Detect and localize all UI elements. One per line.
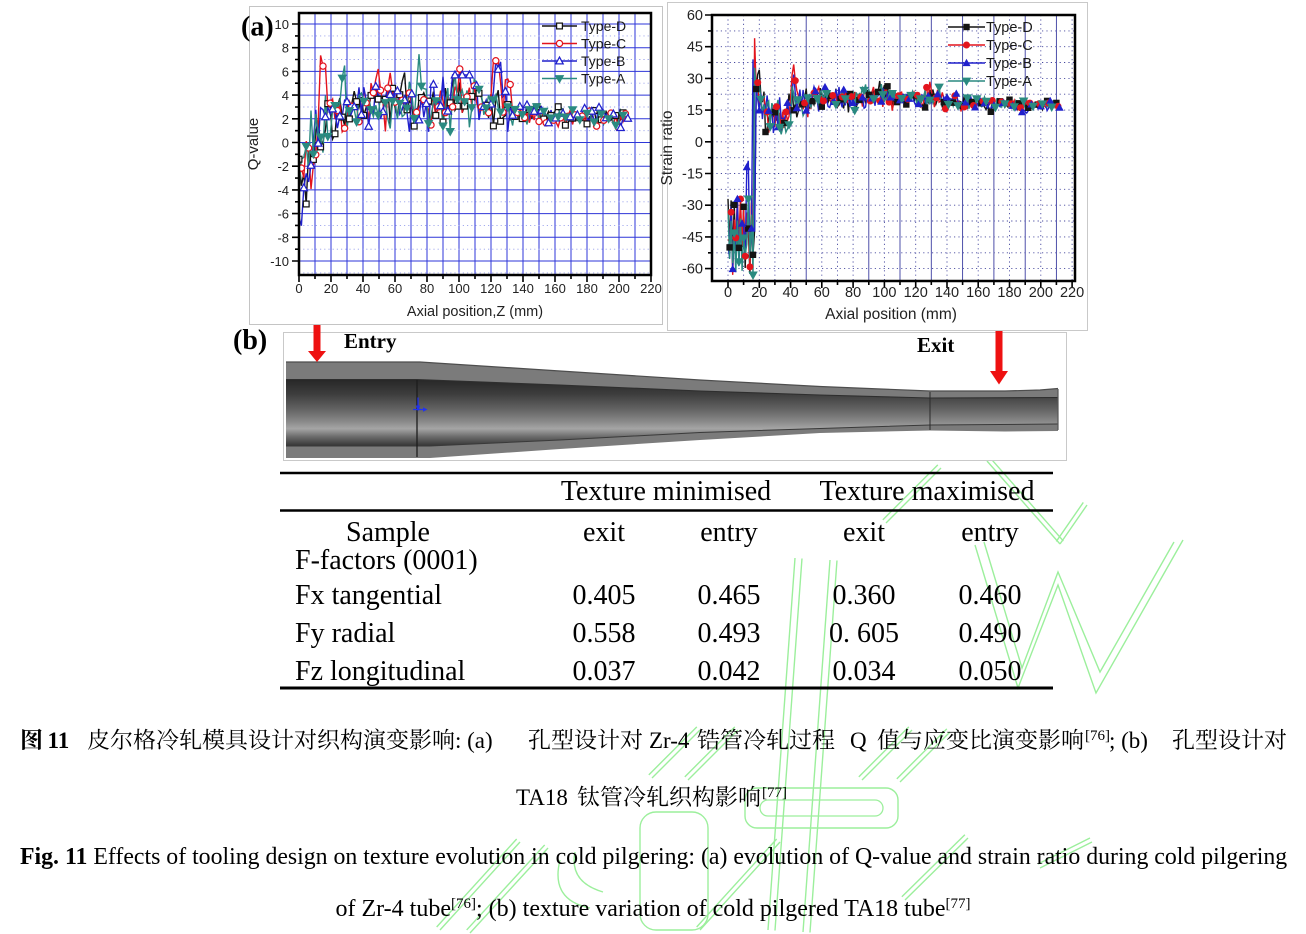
- svg-text:-8: -8: [277, 230, 289, 245]
- svg-text:[77]: [77]: [946, 896, 971, 912]
- svg-text:-60: -60: [682, 262, 703, 278]
- svg-text:Type-A: Type-A: [986, 74, 1032, 90]
- svg-text:; (b) texture variation of col: ; (b) texture variation of cold pilgered…: [476, 896, 946, 922]
- svg-text:120: 120: [904, 285, 928, 301]
- svg-text:0.490: 0.490: [959, 618, 1022, 649]
- svg-text:TA18: TA18: [516, 785, 568, 810]
- svg-text:Type-B: Type-B: [986, 56, 1032, 72]
- svg-text:Type-C: Type-C: [581, 36, 626, 52]
- svg-text:Entry: Entry: [344, 329, 397, 353]
- svg-text:0: 0: [695, 135, 703, 151]
- svg-text:180: 180: [997, 285, 1021, 301]
- svg-text:100: 100: [448, 281, 470, 296]
- svg-text:[77]: [77]: [762, 785, 787, 801]
- svg-text:0.042: 0.042: [698, 656, 761, 687]
- svg-text:0.360: 0.360: [833, 580, 896, 611]
- svg-text:Type-D: Type-D: [581, 18, 626, 34]
- svg-text:exit: exit: [583, 517, 625, 548]
- svg-text:Sample: Sample: [346, 517, 430, 548]
- svg-text:11: 11: [48, 728, 70, 753]
- svg-text:120: 120: [480, 281, 502, 296]
- svg-text:0.465: 0.465: [698, 580, 761, 611]
- svg-text:exit: exit: [843, 517, 885, 548]
- svg-text:Axial position,Z (mm): Axial position,Z (mm): [407, 304, 543, 320]
- svg-text:-15: -15: [682, 167, 703, 183]
- svg-text:entry: entry: [961, 517, 1019, 548]
- svg-text:Type-D: Type-D: [986, 20, 1033, 36]
- svg-text:entry: entry: [700, 517, 758, 548]
- svg-text:6: 6: [282, 64, 289, 79]
- svg-text:-4: -4: [277, 183, 289, 198]
- svg-text:Axial position (mm): Axial position (mm): [825, 306, 957, 323]
- svg-text:-30: -30: [682, 198, 703, 214]
- svg-text:200: 200: [1029, 285, 1053, 301]
- svg-text:80: 80: [845, 285, 861, 301]
- svg-text:200: 200: [608, 281, 630, 296]
- svg-text:0.034: 0.034: [833, 656, 896, 687]
- svg-text:0.493: 0.493: [698, 618, 761, 649]
- svg-text:8: 8: [282, 41, 289, 56]
- svg-text:[76]: [76]: [451, 896, 476, 912]
- svg-text:Texture maximised: Texture maximised: [820, 476, 1035, 507]
- svg-text:Q: Q: [850, 728, 867, 753]
- svg-text:100: 100: [872, 285, 896, 301]
- svg-text:0: 0: [724, 285, 732, 301]
- svg-text:40: 40: [783, 285, 799, 301]
- svg-text:80: 80: [420, 281, 434, 296]
- svg-text:15: 15: [687, 103, 703, 119]
- svg-text:Fy radial: Fy radial: [295, 618, 396, 649]
- svg-text:; (b): ; (b): [1109, 728, 1148, 753]
- svg-text:Q-value: Q-value: [245, 118, 262, 171]
- svg-text:40: 40: [356, 281, 370, 296]
- svg-text:-6: -6: [277, 207, 289, 222]
- svg-text:: (a): : (a): [455, 728, 493, 753]
- svg-text:0.460: 0.460: [959, 580, 1022, 611]
- svg-text:140: 140: [935, 285, 959, 301]
- svg-text:-10: -10: [270, 254, 289, 269]
- svg-text:0: 0: [282, 136, 289, 151]
- svg-text:Fig. 11 Effects of tooling des: Fig. 11 Effects of tooling design on tex…: [20, 844, 1287, 870]
- svg-text:160: 160: [544, 281, 566, 296]
- svg-text:45: 45: [687, 40, 703, 56]
- svg-text:60: 60: [388, 281, 402, 296]
- svg-text:140: 140: [512, 281, 534, 296]
- svg-text:20: 20: [751, 285, 767, 301]
- svg-text:Strain ratio: Strain ratio: [659, 111, 676, 186]
- svg-text:220: 220: [1060, 285, 1084, 301]
- svg-text:of Zr-4 tube: of Zr-4 tube: [336, 896, 451, 922]
- svg-text:180: 180: [576, 281, 598, 296]
- svg-text:Zr-4: Zr-4: [649, 728, 690, 753]
- svg-text:Fx tangential: Fx tangential: [295, 580, 442, 611]
- svg-text:60: 60: [814, 285, 830, 301]
- svg-text:0.558: 0.558: [573, 618, 636, 649]
- svg-text:-2: -2: [277, 159, 289, 174]
- svg-text:F-factors (0001): F-factors (0001): [295, 545, 478, 576]
- svg-text:20: 20: [324, 281, 338, 296]
- svg-text:(a): (a): [241, 12, 274, 43]
- svg-text:10: 10: [275, 17, 289, 32]
- svg-text:2: 2: [282, 112, 289, 127]
- svg-text:-45: -45: [682, 230, 703, 246]
- svg-text:Type-B: Type-B: [581, 53, 625, 69]
- svg-text:0.050: 0.050: [959, 656, 1022, 687]
- svg-text:Fz longitudinal: Fz longitudinal: [295, 656, 466, 687]
- svg-text:(b): (b): [233, 325, 267, 356]
- svg-text:Exit: Exit: [917, 333, 954, 357]
- svg-text:[76]: [76]: [1085, 728, 1110, 744]
- svg-text:0.405: 0.405: [573, 580, 636, 611]
- svg-text:30: 30: [687, 71, 703, 87]
- svg-text:4: 4: [282, 88, 289, 103]
- svg-text:Texture minimised: Texture minimised: [561, 476, 771, 507]
- svg-text:Type-A: Type-A: [581, 71, 626, 87]
- svg-text:220: 220: [640, 281, 662, 296]
- svg-text:Type-C: Type-C: [986, 38, 1033, 54]
- svg-text:0. 605: 0. 605: [829, 618, 899, 649]
- svg-text:0.037: 0.037: [573, 656, 636, 687]
- svg-text:0: 0: [295, 281, 302, 296]
- svg-text:160: 160: [966, 285, 990, 301]
- svg-text:60: 60: [687, 8, 703, 24]
